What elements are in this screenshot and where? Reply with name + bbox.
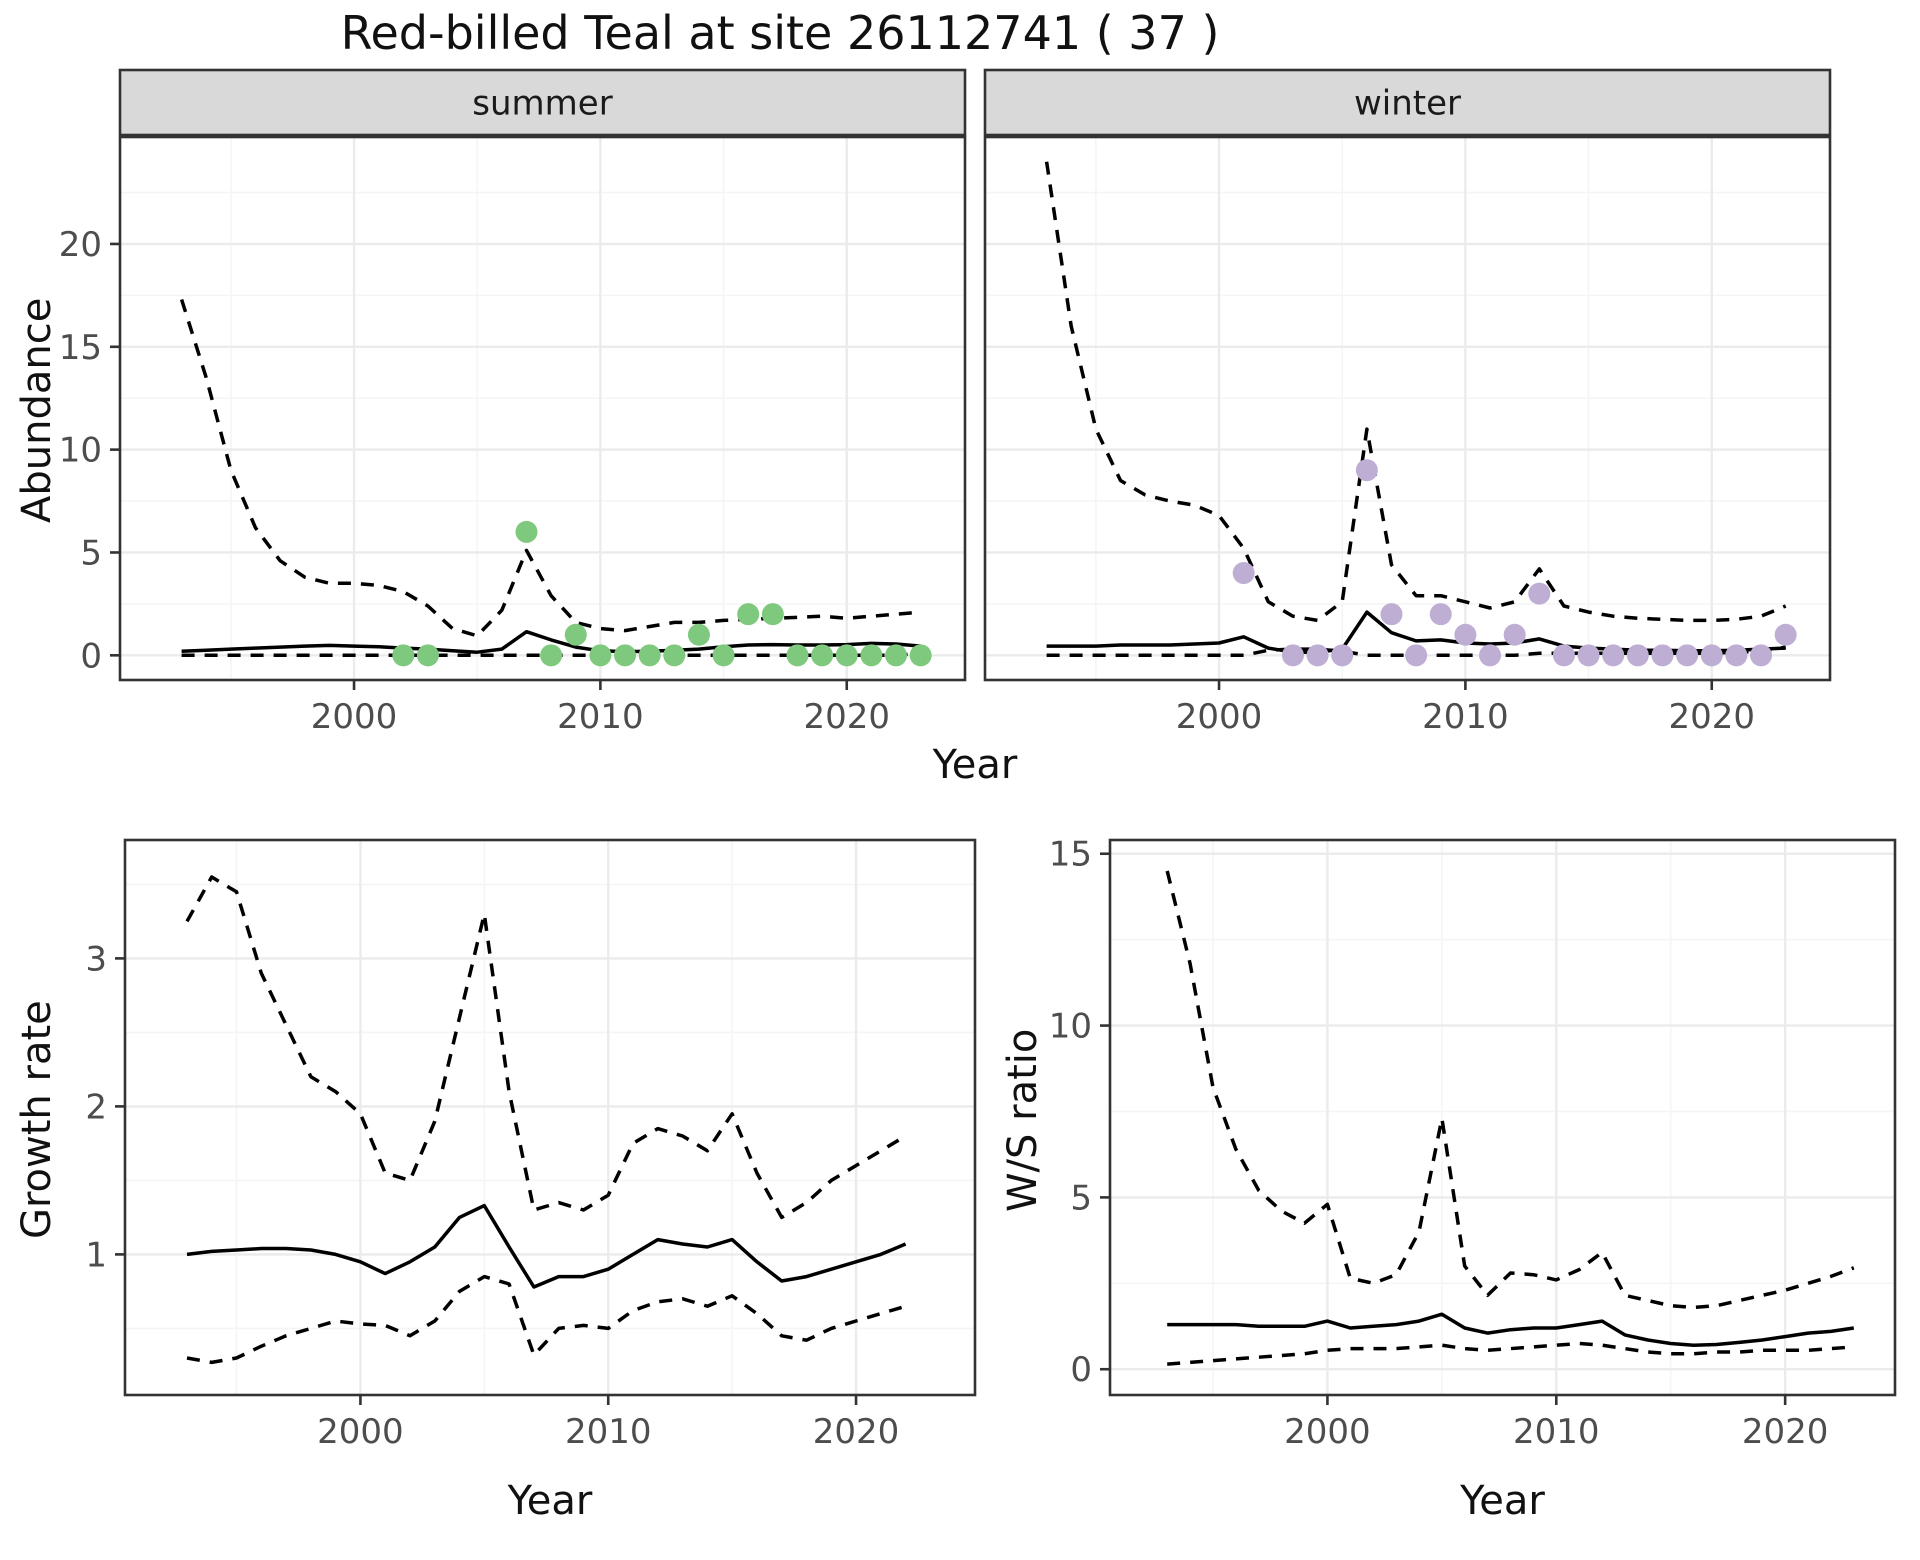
x-tick-label: 2000: [317, 1412, 404, 1452]
observation-dot: [1700, 644, 1723, 667]
y-tick-label: 15: [1049, 835, 1092, 875]
facet-strip: [118, 68, 967, 137]
panel-border: [1108, 838, 1897, 1397]
panel-border: [123, 838, 977, 1397]
observation-dot: [564, 623, 587, 646]
y-tick-label: 10: [59, 431, 102, 471]
y-tick-label: 1: [85, 1235, 107, 1275]
estimate-line: [186, 1203, 907, 1289]
observation-dot: [663, 644, 686, 667]
observation-dot: [786, 644, 809, 667]
observation-dot: [638, 644, 661, 667]
y-axis-title-abundance: Abundance: [14, 297, 60, 523]
x-axis-title-top: Year: [932, 742, 1018, 788]
observation-dot: [1552, 644, 1575, 667]
observation-dot: [1602, 644, 1625, 667]
observation-dot: [392, 644, 415, 667]
observation-dot: [1454, 623, 1477, 646]
panel-border: [118, 135, 967, 682]
observation-dot: [1479, 644, 1502, 667]
lower_ci-line: [186, 1274, 907, 1365]
observation-dot: [614, 644, 637, 667]
estimate-line: [1167, 1312, 1855, 1347]
observation-dot: [1528, 582, 1551, 605]
upper_ci-line: [185, 875, 907, 1220]
upper_ci-line: [1165, 870, 1855, 1310]
x-axis-title-bottom-right: Year: [1460, 1478, 1545, 1524]
facet-strip-label: winter: [1354, 84, 1461, 124]
panel-background: [120, 137, 965, 680]
x-tick-label: 2000: [1284, 1412, 1371, 1452]
observation-dot: [737, 603, 760, 626]
observation-dot: [416, 644, 439, 667]
observation-dot: [1750, 644, 1773, 667]
observation-dot: [811, 644, 834, 667]
observation-dot: [515, 520, 538, 543]
y-tick-label: 0: [1070, 1350, 1092, 1390]
facet-strip: [983, 68, 1832, 137]
y-tick-label: 20: [59, 225, 102, 265]
observation-dot: [1281, 644, 1304, 667]
observation-dot: [761, 603, 784, 626]
upper_ci-line: [179, 298, 921, 638]
x-tick-label: 2010: [1513, 1412, 1600, 1452]
x-tick-label: 2020: [1742, 1412, 1829, 1452]
observation-dot: [540, 644, 563, 667]
observation-dot: [860, 644, 883, 667]
observation-dot: [1577, 644, 1600, 667]
y-tick-label: 2: [85, 1087, 107, 1127]
observation-dot: [1429, 603, 1452, 626]
x-tick-label: 2020: [803, 697, 890, 737]
observation-dot: [1355, 459, 1378, 482]
x-tick-label: 2020: [813, 1412, 900, 1452]
observation-dot: [687, 623, 710, 646]
page-title: Red-billed Teal at site 26112741 ( 37 ): [340, 6, 1220, 60]
observation-dot: [1676, 644, 1699, 667]
x-tick-label: 2020: [1668, 697, 1755, 737]
observation-dot: [589, 644, 612, 667]
observation-dot: [1725, 644, 1748, 667]
y-tick-label: 15: [59, 328, 102, 368]
facet-strip-label: summer: [472, 84, 612, 124]
observation-dot: [712, 644, 735, 667]
observation-dot: [1651, 644, 1674, 667]
observation-dot: [1405, 644, 1428, 667]
observation-dot: [1774, 623, 1797, 646]
y-tick-label: 5: [80, 533, 102, 573]
y-axis-title-growth-rate: Growth rate: [14, 1000, 60, 1240]
y-axis-title-ws-ratio: W/S ratio: [1000, 1028, 1046, 1212]
observation-dot: [835, 644, 858, 667]
observation-dot: [1380, 603, 1403, 626]
y-tick-label: 5: [1070, 1178, 1092, 1218]
observation-dot: [909, 644, 932, 667]
y-tick-label: 0: [80, 636, 102, 676]
observation-dot: [1306, 644, 1329, 667]
observation-dot: [1232, 562, 1255, 585]
x-tick-label: 2000: [311, 697, 398, 737]
observation-dot: [1626, 644, 1649, 667]
x-tick-label: 2010: [565, 1412, 652, 1452]
x-axis-title-bottom-left: Year: [507, 1478, 593, 1524]
upper_ci-line: [1044, 161, 1787, 623]
y-tick-label: 10: [1049, 1007, 1092, 1047]
x-tick-label: 2010: [1422, 697, 1509, 737]
observation-dot: [1331, 644, 1354, 667]
observation-dot: [1503, 623, 1526, 646]
panel-background: [125, 840, 975, 1395]
observation-dot: [885, 644, 908, 667]
x-tick-label: 2000: [1176, 697, 1263, 737]
y-tick-label: 3: [85, 939, 107, 979]
panel-background: [1110, 840, 1895, 1395]
x-tick-label: 2010: [557, 697, 644, 737]
panel-background: [985, 137, 1830, 680]
panel-border: [983, 135, 1832, 682]
